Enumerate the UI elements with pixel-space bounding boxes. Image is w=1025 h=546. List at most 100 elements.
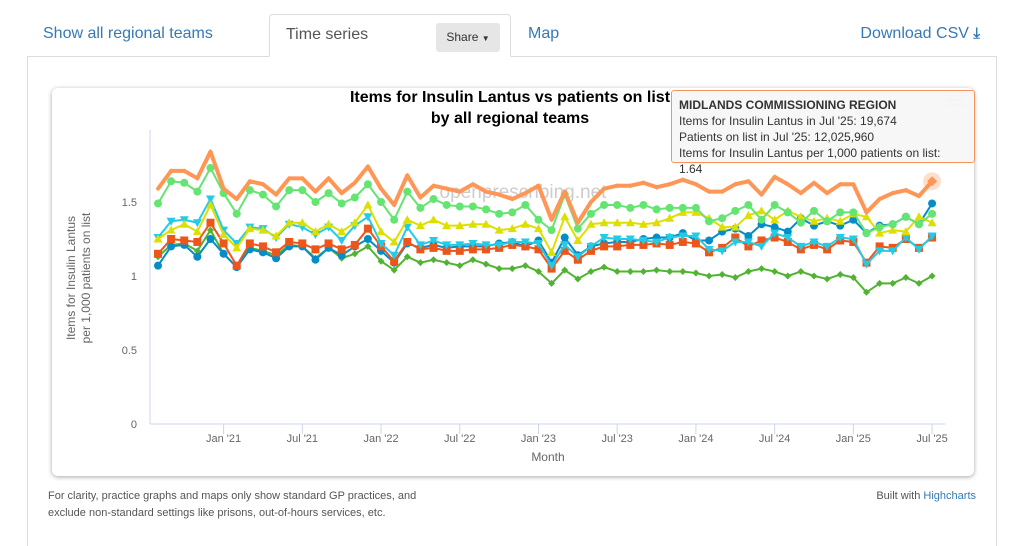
data-point — [691, 232, 701, 241]
data-point — [810, 206, 818, 215]
data-point — [744, 232, 753, 241]
data-point — [914, 220, 923, 229]
data-point — [861, 260, 871, 269]
data-point — [888, 220, 897, 229]
share-button[interactable]: Share ▼ — [436, 23, 500, 52]
download-csv-link[interactable]: Download CSV ⤓ — [860, 14, 980, 54]
data-point — [901, 234, 911, 243]
series — [153, 200, 937, 256]
data-point — [468, 202, 477, 211]
built-with-label: Built with — [876, 490, 924, 502]
data-point — [586, 219, 596, 228]
data-point — [613, 268, 621, 276]
highcharts-link[interactable]: Highcharts — [923, 490, 976, 502]
data-point — [862, 288, 870, 296]
data-point — [192, 227, 202, 236]
data-point — [377, 257, 385, 265]
data-point — [455, 202, 464, 211]
tab-map[interactable]: Map — [528, 25, 560, 42]
data-point — [455, 246, 464, 255]
data-point — [442, 246, 451, 255]
data-point — [705, 272, 713, 280]
data-point — [666, 268, 674, 276]
data-point — [757, 236, 766, 245]
data-point — [612, 235, 622, 244]
data-point — [587, 268, 595, 276]
data-point — [783, 234, 793, 243]
data-point — [863, 209, 869, 215]
data-point — [877, 196, 883, 202]
data-point — [798, 190, 804, 196]
data-point — [483, 189, 489, 195]
data-point — [654, 184, 660, 190]
data-point — [508, 265, 516, 273]
data-point — [494, 225, 504, 234]
data-point — [914, 212, 924, 221]
data-point — [415, 241, 425, 250]
data-point — [796, 212, 806, 221]
data-point — [402, 215, 412, 224]
data-point — [180, 178, 189, 187]
data-point — [193, 247, 201, 255]
data-point — [273, 192, 279, 198]
data-point — [192, 219, 202, 228]
data-point — [482, 260, 490, 268]
data-point — [219, 230, 229, 239]
data-point — [549, 217, 555, 223]
data-point — [533, 224, 543, 233]
data-point — [890, 190, 896, 196]
data-point — [299, 175, 305, 181]
data-point — [770, 215, 780, 224]
data-point — [822, 242, 832, 251]
data-point — [586, 209, 595, 218]
footer-note: For clarity, practice graphs and maps on… — [48, 488, 416, 522]
data-point — [442, 241, 452, 250]
y-axis-title-line1: Items for Insulin Lantus — [64, 216, 78, 340]
data-point — [560, 233, 569, 242]
data-point — [417, 195, 423, 201]
footer-note-line1: For clarity, practice graphs and maps on… — [48, 490, 417, 502]
data-point — [206, 226, 214, 234]
data-point — [442, 221, 452, 230]
data-point — [507, 224, 517, 233]
tab-show-all-regional-teams[interactable]: Show all regional teams — [43, 25, 213, 42]
data-point — [509, 196, 515, 202]
tooltip-ratio: Items for Insulin Lantus per 1,000 patie… — [679, 146, 941, 176]
data-point — [678, 232, 688, 241]
data-point — [574, 275, 582, 283]
data-point — [731, 206, 740, 215]
data-point — [337, 236, 347, 245]
data-point — [298, 186, 307, 195]
data-point — [297, 218, 307, 227]
data-point — [680, 177, 686, 183]
tooltip-patients: Patients on list in Jul '25: 12,025,960 — [679, 130, 875, 144]
data-point — [678, 237, 687, 246]
data-point — [783, 208, 792, 217]
data-point — [625, 218, 635, 227]
data-point — [272, 248, 281, 257]
data-point — [796, 242, 806, 251]
data-point — [783, 227, 792, 236]
series — [154, 163, 937, 238]
data-point — [875, 247, 885, 256]
chart-subtitle: by all regional teams — [431, 110, 589, 127]
data-point — [652, 205, 661, 214]
data-point — [639, 200, 648, 209]
data-point — [916, 193, 922, 199]
y-axis-title-line2: per 1,000 patients on list — [79, 212, 93, 343]
data-point — [247, 178, 253, 184]
data-point — [837, 181, 843, 187]
data-point — [258, 225, 268, 234]
data-point — [810, 272, 818, 280]
data-point — [166, 217, 176, 226]
data-point — [522, 190, 528, 196]
data-point — [665, 240, 674, 249]
data-point — [468, 239, 478, 248]
data-point — [744, 268, 752, 276]
data-point — [416, 203, 425, 212]
data-point — [772, 174, 778, 180]
chart: Items for Insulin Lantus vs patients on … — [64, 89, 964, 464]
data-point — [547, 262, 557, 271]
data-point — [310, 227, 320, 236]
data-point — [272, 202, 281, 211]
